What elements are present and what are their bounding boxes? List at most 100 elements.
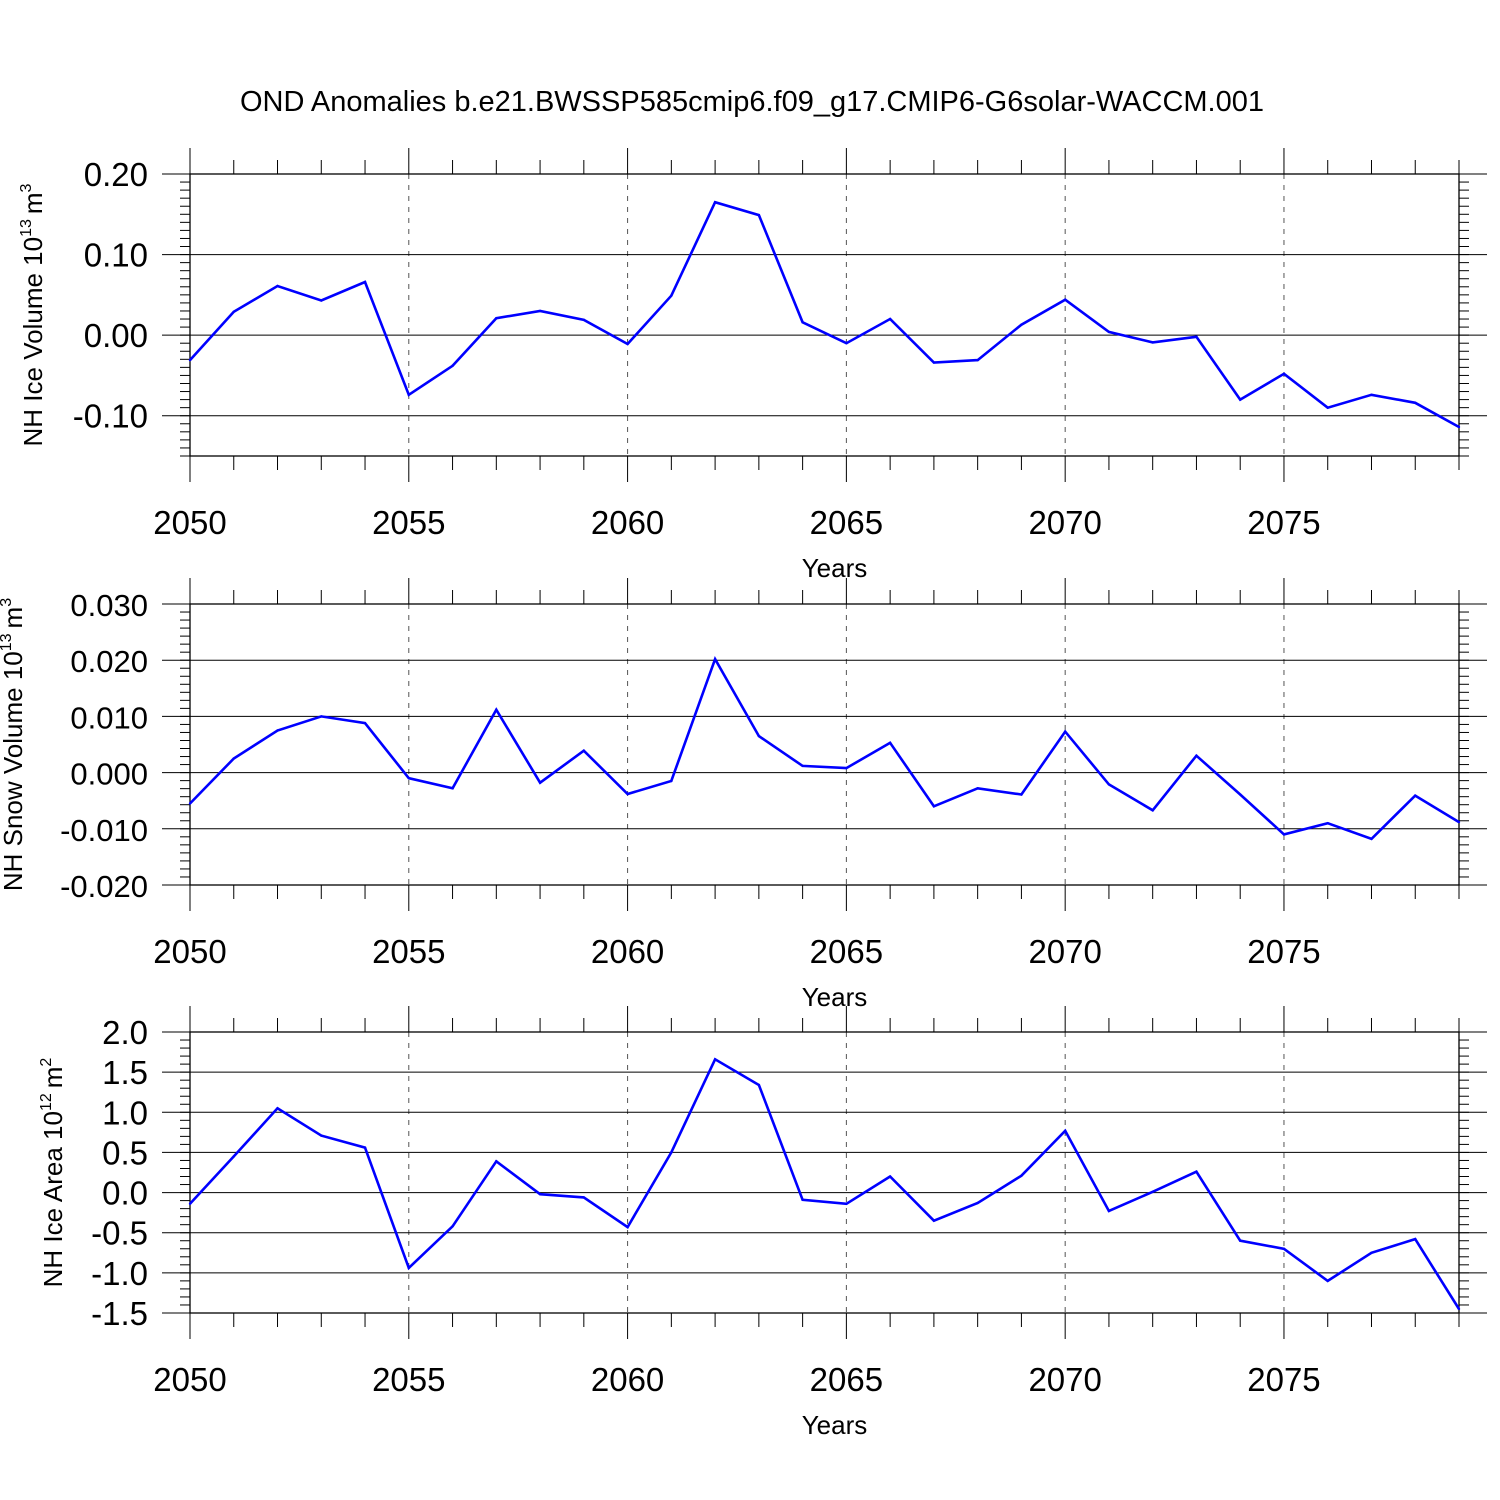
series-line — [189, 200, 1460, 429]
x-tick-label: 2050 — [153, 504, 226, 541]
y-tick-label: 0.000 — [70, 757, 148, 792]
y-tick-label: 0.10 — [84, 237, 148, 274]
data-point — [276, 729, 279, 732]
data-point — [538, 309, 542, 313]
data-point — [976, 358, 979, 362]
data-point — [363, 1146, 367, 1149]
data-point — [1195, 754, 1198, 757]
data-point — [363, 280, 367, 284]
data-point — [1414, 1237, 1417, 1241]
data-point — [670, 294, 673, 297]
data-point — [363, 721, 367, 725]
x-tick-label: 2060 — [591, 933, 664, 970]
data-point — [276, 1107, 279, 1110]
data-point — [626, 792, 629, 796]
y-tick-label: 1.0 — [102, 1094, 148, 1131]
data-point — [1063, 1129, 1067, 1132]
data-point — [1457, 820, 1461, 824]
data-point — [582, 1196, 586, 1199]
x-tick-label: 2050 — [153, 933, 226, 970]
data-point — [1282, 833, 1286, 836]
data-point — [1107, 330, 1111, 334]
data-point — [1151, 809, 1154, 812]
data-point — [1282, 1247, 1286, 1250]
data-point — [670, 779, 673, 783]
series-line — [189, 656, 1460, 841]
y-axis-label-unit-exponent: 3 — [0, 598, 15, 607]
data-point — [1020, 793, 1023, 796]
data-point — [845, 1202, 848, 1206]
x-tick-label: 2075 — [1247, 933, 1320, 970]
y-tick-label: 0.20 — [84, 156, 148, 193]
y-tick-label: -0.10 — [73, 398, 148, 435]
data-point — [845, 766, 848, 770]
x-tick-label: 2075 — [1247, 504, 1320, 541]
data-point — [1063, 730, 1067, 733]
data-point — [976, 787, 979, 790]
panels: 0.20 0.10 0.00 -0.10 2050 2055 2060 2065 2070 207… — [0, 148, 1487, 1440]
y-tick-label: 0.5 — [102, 1134, 148, 1171]
data-point — [1326, 406, 1329, 409]
data-point — [845, 342, 848, 345]
data-point — [538, 1192, 542, 1196]
x-tick-label: 2065 — [810, 933, 883, 970]
chart-title: OND Anomalies b.e21.BWSSP585cmip6.f09_g1… — [240, 86, 1264, 118]
data-point — [1239, 793, 1242, 796]
data-point — [1195, 335, 1198, 338]
y-tick-label: 0.010 — [70, 700, 148, 735]
data-point — [582, 318, 586, 322]
data-point — [232, 310, 235, 313]
data-point — [451, 787, 454, 790]
data-point — [451, 1225, 454, 1228]
data-point — [1151, 341, 1154, 344]
data-point — [1151, 1190, 1154, 1193]
data-point — [888, 741, 892, 745]
x-tick-label: 2055 — [372, 1361, 445, 1398]
y-tick-label: 1.5 — [102, 1054, 148, 1091]
y-axis-label-exponent: 13 — [0, 633, 15, 651]
y-axis-label-unit-exponent: 2 — [38, 1058, 55, 1067]
series-line — [189, 1057, 1461, 1310]
y-tick-label: 0.030 — [70, 588, 148, 623]
x-tick-label: 2055 — [372, 504, 445, 541]
data-point — [407, 777, 410, 780]
data-point — [888, 317, 892, 321]
data-point — [188, 1202, 192, 1206]
data-point — [232, 1155, 235, 1158]
y-axis-label-text: NH Ice Volume 10 — [18, 237, 48, 447]
data-point — [757, 213, 761, 217]
y-axis-label-text: NH Snow Volume 10 — [0, 651, 28, 891]
data-point — [276, 284, 279, 288]
data-point — [1239, 398, 1242, 401]
x-axis-label: Years — [802, 1410, 868, 1440]
y-axis-label: NH Ice Volume 1013 m3 — [18, 183, 48, 446]
x-tick-label: 2065 — [810, 1361, 883, 1398]
data-point — [451, 364, 454, 367]
data-point — [1370, 1251, 1373, 1254]
y-tick-label: -1.0 — [91, 1255, 148, 1292]
data-point — [320, 299, 323, 302]
data-point — [626, 1225, 629, 1229]
data-point — [1414, 401, 1417, 405]
y-axis-label-exponent: 12 — [38, 1093, 55, 1111]
plot-frame — [189, 603, 1460, 886]
y-tick-label: -0.020 — [60, 869, 148, 904]
x-tick-label: 2055 — [372, 933, 445, 970]
x-tick-label: 2070 — [1028, 1361, 1101, 1398]
y-tick-label: -1.5 — [91, 1295, 148, 1332]
x-tick-label: 2070 — [1028, 933, 1101, 970]
plot-frame — [189, 1031, 1460, 1314]
x-tick-label: 2060 — [591, 1361, 664, 1398]
data-point — [320, 1134, 323, 1137]
data-point — [932, 805, 936, 808]
panel-1: 0.20 0.10 0.00 -0.10 2050 2055 2060 2065 2070 207… — [18, 148, 1487, 583]
y-tick-label: 0.020 — [70, 644, 148, 679]
data-point — [1457, 1307, 1461, 1311]
data-point — [888, 1175, 892, 1178]
y-tick-label: 2.0 — [102, 1014, 148, 1051]
data-point — [188, 802, 192, 805]
data-point — [1239, 1239, 1242, 1242]
data-point — [801, 1198, 804, 1201]
x-tick-label: 2075 — [1247, 1361, 1320, 1398]
